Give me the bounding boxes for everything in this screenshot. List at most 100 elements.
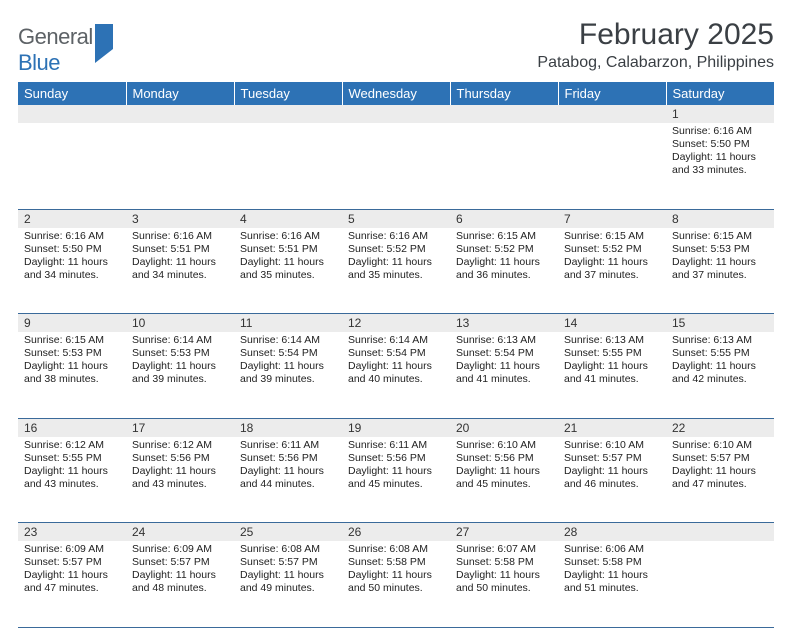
daylight-text: Daylight: 11 hours and 50 minutes.	[348, 569, 444, 595]
sunset-text: Sunset: 5:52 PM	[456, 243, 552, 256]
day-cell-body: Sunrise: 6:16 AMSunset: 5:50 PMDaylight:…	[18, 228, 126, 287]
day-number: 7	[558, 209, 666, 228]
sunrise-text: Sunrise: 6:16 AM	[240, 230, 336, 243]
week-row: Sunrise: 6:16 AMSunset: 5:50 PMDaylight:…	[18, 228, 774, 314]
day-cell-body: Sunrise: 6:16 AMSunset: 5:50 PMDaylight:…	[666, 123, 774, 182]
week-row: Sunrise: 6:09 AMSunset: 5:57 PMDaylight:…	[18, 541, 774, 627]
daylight-text: Daylight: 11 hours and 35 minutes.	[240, 256, 336, 282]
sunset-text: Sunset: 5:55 PM	[564, 347, 660, 360]
day-cell-body: Sunrise: 6:10 AMSunset: 5:56 PMDaylight:…	[450, 437, 558, 496]
day-cell: Sunrise: 6:16 AMSunset: 5:51 PMDaylight:…	[234, 228, 342, 314]
day-number: 13	[450, 314, 558, 333]
daylight-text: Daylight: 11 hours and 43 minutes.	[132, 465, 228, 491]
sunrise-text: Sunrise: 6:12 AM	[132, 439, 228, 452]
sunset-text: Sunset: 5:52 PM	[564, 243, 660, 256]
day-number: 10	[126, 314, 234, 333]
day-header: Tuesday	[234, 82, 342, 105]
day-number: 21	[558, 418, 666, 437]
day-header: Saturday	[666, 82, 774, 105]
sunrise-text: Sunrise: 6:13 AM	[564, 334, 660, 347]
sunset-text: Sunset: 5:51 PM	[240, 243, 336, 256]
sunrise-text: Sunrise: 6:15 AM	[564, 230, 660, 243]
day-cell: Sunrise: 6:08 AMSunset: 5:57 PMDaylight:…	[234, 541, 342, 627]
daynum-row: 1	[18, 105, 774, 123]
daylight-text: Daylight: 11 hours and 38 minutes.	[24, 360, 120, 386]
day-cell: Sunrise: 6:15 AMSunset: 5:52 PMDaylight:…	[450, 228, 558, 314]
daylight-text: Daylight: 11 hours and 44 minutes.	[240, 465, 336, 491]
sunset-text: Sunset: 5:51 PM	[132, 243, 228, 256]
day-number: 3	[126, 209, 234, 228]
daynum-row: 9101112131415	[18, 314, 774, 333]
sunrise-text: Sunrise: 6:14 AM	[348, 334, 444, 347]
day-cell: Sunrise: 6:10 AMSunset: 5:57 PMDaylight:…	[558, 437, 666, 523]
day-cell: Sunrise: 6:06 AMSunset: 5:58 PMDaylight:…	[558, 541, 666, 627]
daylight-text: Daylight: 11 hours and 41 minutes.	[564, 360, 660, 386]
day-number: 25	[234, 523, 342, 542]
day-cell-body: Sunrise: 6:06 AMSunset: 5:58 PMDaylight:…	[558, 541, 666, 600]
daylight-text: Daylight: 11 hours and 37 minutes.	[564, 256, 660, 282]
day-cell: Sunrise: 6:12 AMSunset: 5:56 PMDaylight:…	[126, 437, 234, 523]
sunset-text: Sunset: 5:50 PM	[24, 243, 120, 256]
day-cell: Sunrise: 6:11 AMSunset: 5:56 PMDaylight:…	[342, 437, 450, 523]
daylight-text: Daylight: 11 hours and 39 minutes.	[240, 360, 336, 386]
sunrise-text: Sunrise: 6:08 AM	[348, 543, 444, 556]
day-number: 12	[342, 314, 450, 333]
day-cell	[450, 123, 558, 209]
location-text: Patabog, Calabarzon, Philippines	[537, 54, 774, 72]
sunrise-text: Sunrise: 6:12 AM	[24, 439, 120, 452]
day-cell-body: Sunrise: 6:11 AMSunset: 5:56 PMDaylight:…	[234, 437, 342, 496]
day-cell: Sunrise: 6:10 AMSunset: 5:56 PMDaylight:…	[450, 437, 558, 523]
sunset-text: Sunset: 5:57 PM	[672, 452, 768, 465]
day-cell: Sunrise: 6:15 AMSunset: 5:53 PMDaylight:…	[666, 228, 774, 314]
sunrise-text: Sunrise: 6:16 AM	[24, 230, 120, 243]
sunset-text: Sunset: 5:56 PM	[456, 452, 552, 465]
month-title: February 2025	[537, 18, 774, 52]
day-cell: Sunrise: 6:09 AMSunset: 5:57 PMDaylight:…	[18, 541, 126, 627]
daynum-row: 232425262728	[18, 523, 774, 542]
daylight-text: Daylight: 11 hours and 47 minutes.	[672, 465, 768, 491]
sunset-text: Sunset: 5:54 PM	[348, 347, 444, 360]
sunrise-text: Sunrise: 6:09 AM	[132, 543, 228, 556]
day-number	[450, 105, 558, 123]
sunset-text: Sunset: 5:56 PM	[132, 452, 228, 465]
day-number	[234, 105, 342, 123]
day-cell-body: Sunrise: 6:15 AMSunset: 5:53 PMDaylight:…	[18, 332, 126, 391]
daynum-row: 16171819202122	[18, 418, 774, 437]
day-cell	[18, 123, 126, 209]
day-cell: Sunrise: 6:07 AMSunset: 5:58 PMDaylight:…	[450, 541, 558, 627]
day-cell-body: Sunrise: 6:08 AMSunset: 5:58 PMDaylight:…	[342, 541, 450, 600]
day-cell: Sunrise: 6:10 AMSunset: 5:57 PMDaylight:…	[666, 437, 774, 523]
daylight-text: Daylight: 11 hours and 42 minutes.	[672, 360, 768, 386]
day-cell-body: Sunrise: 6:08 AMSunset: 5:57 PMDaylight:…	[234, 541, 342, 600]
day-cell-body: Sunrise: 6:16 AMSunset: 5:51 PMDaylight:…	[234, 228, 342, 287]
logo: General Blue	[18, 24, 113, 76]
sunrise-text: Sunrise: 6:06 AM	[564, 543, 660, 556]
day-cell: Sunrise: 6:08 AMSunset: 5:58 PMDaylight:…	[342, 541, 450, 627]
day-cell	[234, 123, 342, 209]
daylight-text: Daylight: 11 hours and 36 minutes.	[456, 256, 552, 282]
title-block: February 2025 Patabog, Calabarzon, Phili…	[537, 18, 774, 72]
daylight-text: Daylight: 11 hours and 41 minutes.	[456, 360, 552, 386]
day-cell	[558, 123, 666, 209]
daylight-text: Daylight: 11 hours and 43 minutes.	[24, 465, 120, 491]
logo-word-2: Blue	[18, 50, 60, 75]
sunset-text: Sunset: 5:55 PM	[672, 347, 768, 360]
sunrise-text: Sunrise: 6:15 AM	[456, 230, 552, 243]
day-cell: Sunrise: 6:15 AMSunset: 5:53 PMDaylight:…	[18, 332, 126, 418]
day-cell-body: Sunrise: 6:13 AMSunset: 5:55 PMDaylight:…	[666, 332, 774, 391]
day-cell-body: Sunrise: 6:09 AMSunset: 5:57 PMDaylight:…	[126, 541, 234, 600]
day-number: 1	[666, 105, 774, 123]
day-number: 2	[18, 209, 126, 228]
sunset-text: Sunset: 5:56 PM	[240, 452, 336, 465]
day-cell: Sunrise: 6:11 AMSunset: 5:56 PMDaylight:…	[234, 437, 342, 523]
logo-text: General Blue	[18, 24, 113, 76]
sunrise-text: Sunrise: 6:09 AM	[24, 543, 120, 556]
sunrise-text: Sunrise: 6:15 AM	[672, 230, 768, 243]
day-cell-body: Sunrise: 6:16 AMSunset: 5:52 PMDaylight:…	[342, 228, 450, 287]
daylight-text: Daylight: 11 hours and 46 minutes.	[564, 465, 660, 491]
calendar-table: SundayMondayTuesdayWednesdayThursdayFrid…	[18, 82, 774, 628]
daylight-text: Daylight: 11 hours and 47 minutes.	[24, 569, 120, 595]
day-cell-body: Sunrise: 6:15 AMSunset: 5:52 PMDaylight:…	[450, 228, 558, 287]
day-cell-body: Sunrise: 6:14 AMSunset: 5:54 PMDaylight:…	[342, 332, 450, 391]
day-number: 26	[342, 523, 450, 542]
